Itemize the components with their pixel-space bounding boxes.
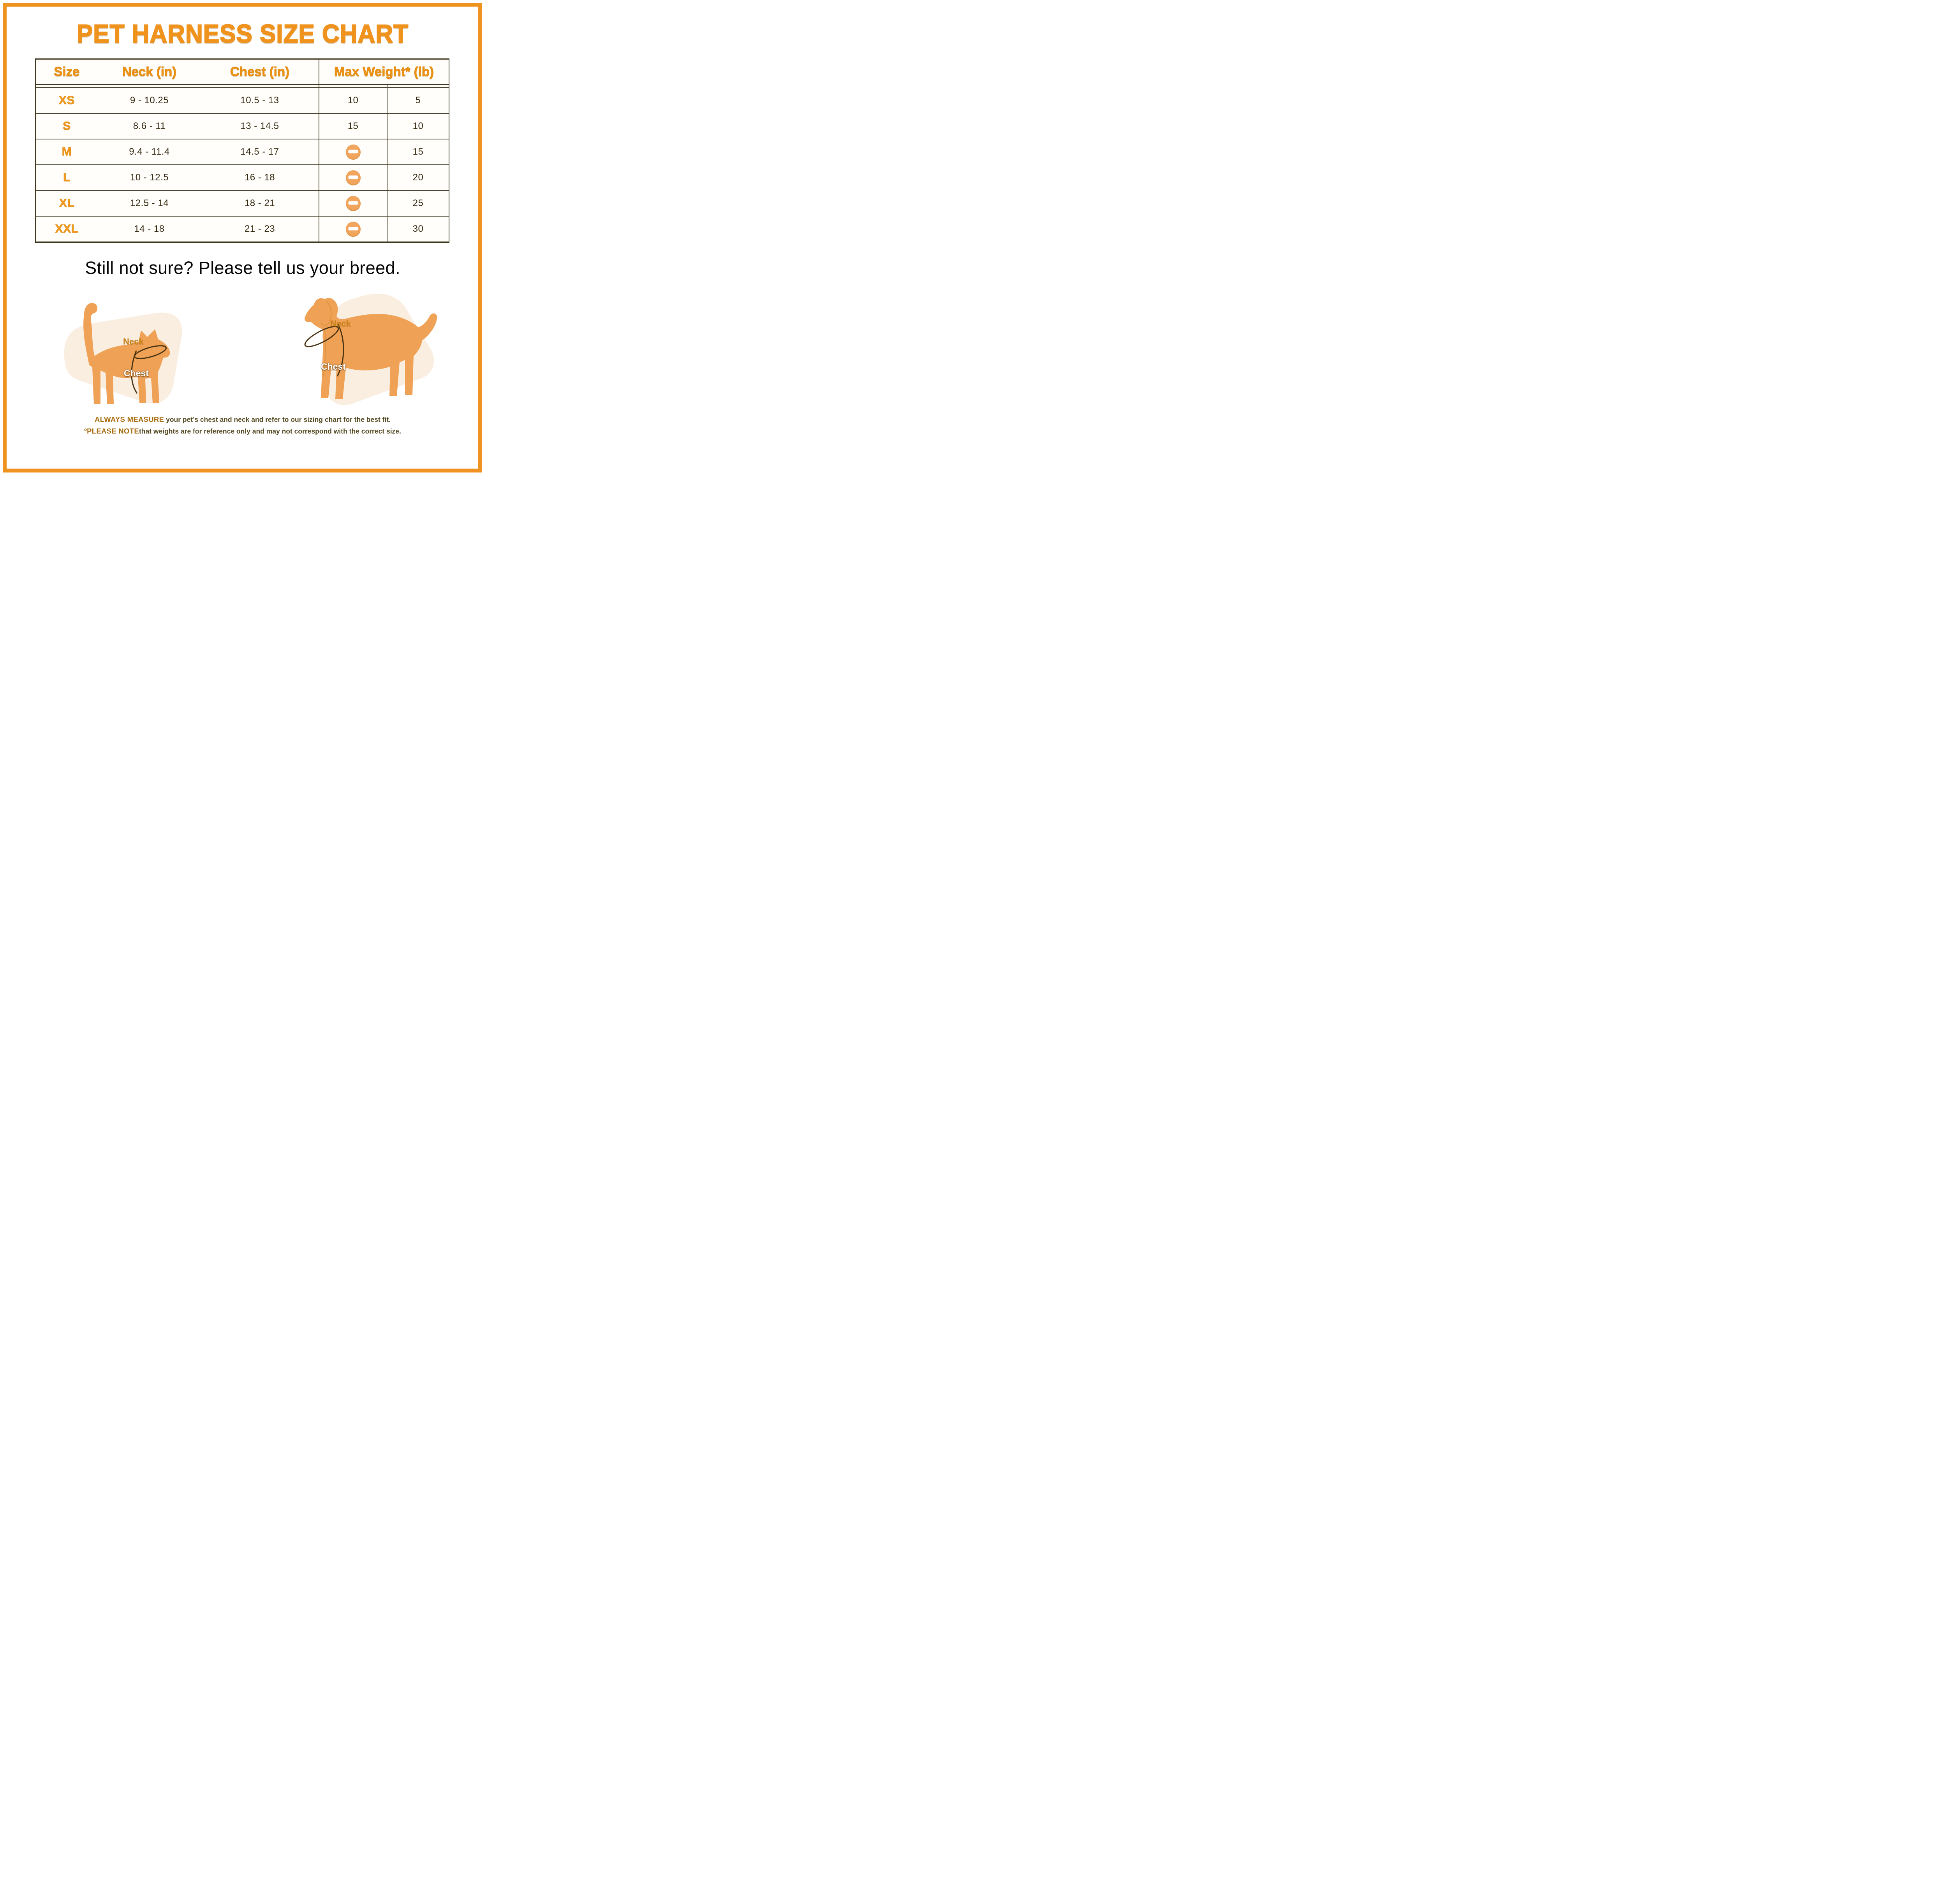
max-weight-2: 20 [386,165,449,190]
size-chart-table: Size Neck (in) Chest (in) Max Weight* (l… [35,58,449,243]
neck-range: 10 - 12.5 [130,172,169,183]
dog-ear-outline [320,301,332,326]
header-max-weight: Max Weight* (lb) [319,60,449,84]
dog-front-leg-outline [323,330,326,377]
max-weight-2: 5 [386,88,449,113]
table-row: L 10 - 12.5 16 - 18 20 [36,165,449,191]
footnote-note-text: that weights are for reference only and … [139,427,401,435]
cat-silhouette-image [64,303,182,404]
neck-range: 14 - 18 [134,224,165,234]
footnote-note-bold: ºPLEASE NOTE [84,427,139,435]
table-header-row: Size Neck (in) Chest (in) Max Weight* (l… [36,60,449,85]
chest-range: 10.5 - 13 [240,95,279,106]
size-label: XS [58,94,75,107]
max-weight-1: 10 [319,88,387,113]
footnotes: ALWAYS MEASURE your pet’s chest and neck… [0,414,485,437]
dash-circle-icon [345,221,361,237]
cat-chest-label: Chest [124,368,149,378]
size-label: XL [59,197,75,210]
size-label: L [63,171,70,184]
table-row: XXL 14 - 18 21 - 23 30 [36,217,449,242]
dog-neck-label: Neck [330,319,351,328]
footnote-measure: ALWAYS MEASURE your pet’s chest and neck… [0,414,485,425]
dog-neck-measure-ring [304,326,339,347]
neck-range: 8.6 - 11 [133,121,166,131]
dog-measurement-illustration: Neck Chest [283,287,442,413]
max-weight-1 [319,165,387,190]
max-weight-2: 10 [386,114,449,139]
header-chest: Chest (in) [230,64,290,79]
cat-measurement-illustration: Neck Chest [50,289,213,416]
dash-circle-icon [345,170,361,185]
max-weight-2: 30 [386,217,449,242]
header-size: Size [54,64,80,79]
neck-range: 9.4 - 11.4 [129,146,170,157]
dog-silhouette-image [304,294,437,405]
chest-range: 14.5 - 17 [240,146,279,157]
breed-question-text: Still not sure? Please tell us your bree… [85,258,400,278]
table-row: XS 9 - 10.25 10.5 - 13 10 5 [36,88,449,114]
header-neck: Neck (in) [122,64,177,79]
neck-range: 12.5 - 14 [130,198,169,208]
size-label: XXL [55,222,79,236]
chest-range: 13 - 14.5 [240,121,279,131]
dog-chest-label: Chest [321,361,346,372]
max-weight-1 [319,217,387,242]
chest-range: 18 - 21 [244,198,275,208]
footnote-measure-text: your pet’s chest and neck and refer to o… [164,416,391,423]
cat-chest-measure-line [131,350,138,394]
max-weight-1 [319,139,387,164]
max-weight-2: 25 [386,191,449,216]
footnote-measure-bold: ALWAYS MEASURE [94,415,164,423]
max-weight-1: 15 [319,114,387,139]
dash-circle-icon [345,144,361,160]
table-row: S 8.6 - 11 13 - 14.5 15 10 [36,114,449,139]
max-weight-1 [319,191,387,216]
dog-chest-measure-line [336,324,344,377]
page-border-frame [3,3,482,472]
table-row: M 9.4 - 11.4 14.5 - 17 15 [36,139,449,165]
header-divider-gap [36,85,449,88]
footnote-please-note: ºPLEASE NOTEthat weights are for referen… [0,425,485,437]
dash-circle-icon [345,196,361,211]
page-title: PET HARNESS SIZE CHART [76,19,409,49]
max-weight-2: 15 [386,139,449,164]
neck-range: 9 - 10.25 [130,95,169,106]
size-label: M [62,145,72,159]
size-label: S [63,120,71,133]
dog-body [304,298,437,399]
cat-body [83,303,170,404]
chest-range: 16 - 18 [244,172,275,183]
chest-range: 21 - 23 [244,224,275,234]
cat-neck-label: Neck [123,337,144,346]
table-row: XL 12.5 - 14 18 - 21 25 [36,191,449,217]
